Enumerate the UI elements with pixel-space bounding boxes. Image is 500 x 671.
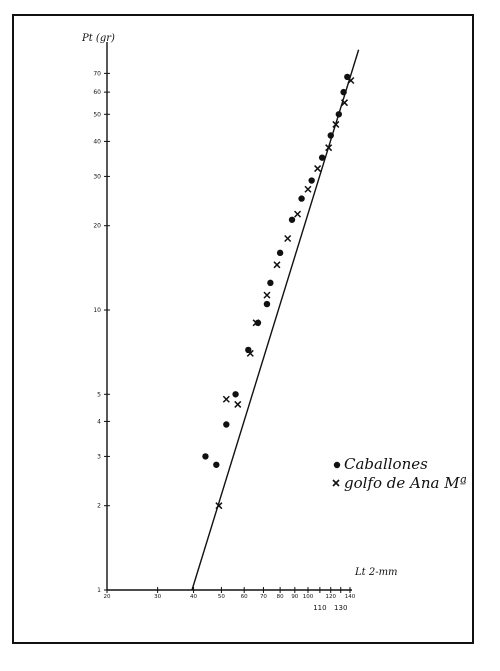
y-tick-label-11: 70 xyxy=(93,70,101,77)
point-series-0-4 xyxy=(245,346,252,354)
point-series-0-6 xyxy=(263,300,271,308)
point-series-1-11 xyxy=(325,144,333,152)
point-series-1-14 xyxy=(347,76,355,85)
y-axis-label: Pt (gr) xyxy=(81,33,115,44)
point-series-1-0 xyxy=(215,502,223,510)
point-series-1-8 xyxy=(294,210,302,218)
point-series-0-9 xyxy=(288,216,296,223)
point-series-0-0 xyxy=(202,453,209,460)
data-marks xyxy=(191,49,360,591)
y-tick-label-6: 20 xyxy=(93,223,101,230)
point-series-0-1 xyxy=(213,461,220,468)
point-series-0-12 xyxy=(318,154,326,161)
point-series-0-3 xyxy=(232,391,239,398)
point-series-1-6 xyxy=(273,261,281,269)
point-series-1-10 xyxy=(314,165,322,173)
x-tick-label-9: 110 xyxy=(313,604,326,612)
x-tick-label-0: 20 xyxy=(104,594,111,600)
legend-label-series-1: golfo de Ana Mª xyxy=(344,474,467,492)
x-tick-label-2: 40 xyxy=(190,594,197,600)
point-series-0-13 xyxy=(327,132,334,139)
legend-label-series-0: Caballones xyxy=(344,455,428,473)
point-series-0-14 xyxy=(335,111,343,118)
x-tick-label-4: 60 xyxy=(241,594,248,600)
x-tick-label-6: 80 xyxy=(277,594,284,600)
point-series-1-3 xyxy=(246,349,254,357)
point-series-0-2 xyxy=(223,421,230,428)
point-series-0-5 xyxy=(254,319,262,327)
point-series-0-11 xyxy=(308,177,315,184)
x-tick-label-7: 90 xyxy=(291,594,298,600)
point-series-1-13 xyxy=(340,99,349,107)
point-series-1-2 xyxy=(234,400,242,408)
y-tick-label-3: 4 xyxy=(97,418,101,425)
axes: 1 2 3 4 5 10 20 30 40 50 60 70 20 30 40 50 60 70 80 90 100 11… xyxy=(93,42,356,612)
y-tick-label-9: 50 xyxy=(93,111,101,118)
point-series-0-10 xyxy=(298,195,305,202)
point-series-1-7 xyxy=(284,234,292,243)
point-series-0-8 xyxy=(276,249,284,257)
y-tick-label-1: 2 xyxy=(97,503,101,510)
point-series-1-5 xyxy=(263,291,271,299)
x-tick-label-11: 130 xyxy=(334,604,347,612)
point-series-0-7 xyxy=(267,279,274,287)
y-tick-label-7: 30 xyxy=(93,173,101,180)
point-series-1-1 xyxy=(222,395,230,403)
y-tick-label-10: 60 xyxy=(93,89,101,96)
point-series-1-12 xyxy=(332,120,340,128)
legend-marker-series-0 xyxy=(333,461,341,469)
legend-marker-series-1 xyxy=(332,479,340,487)
x-tick-label-10: 120 xyxy=(326,594,337,600)
y-tick-label-0: 1 xyxy=(97,587,101,594)
y-tick-label-4: 5 xyxy=(97,391,101,398)
y-tick-label-5: 10 xyxy=(93,307,101,314)
x-tick-label-3: 50 xyxy=(218,594,225,600)
fit-line xyxy=(191,49,360,591)
y-tick-label-8: 40 xyxy=(93,138,101,145)
chart-frame xyxy=(12,14,474,644)
x-tick-label-1: 30 xyxy=(154,594,161,600)
x-tick-label-8: 100 xyxy=(303,594,314,600)
point-series-1-9 xyxy=(304,185,312,193)
x-tick-label-5: 70 xyxy=(260,594,267,600)
x-tick-label-12: 140 xyxy=(345,594,356,600)
x-axis-label: Lt 2-mm xyxy=(354,567,398,578)
point-series-0-15 xyxy=(340,88,347,96)
legend: Caballones golfo de Ana Mª xyxy=(332,455,467,492)
point-series-1-4 xyxy=(252,319,260,327)
y-tick-label-2: 3 xyxy=(97,453,101,460)
